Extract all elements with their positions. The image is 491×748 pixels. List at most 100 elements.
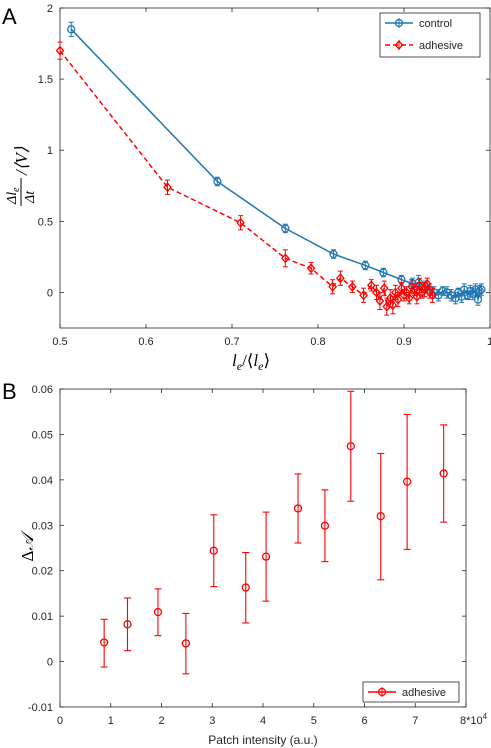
a-ylabel-num: Δl	[5, 192, 20, 205]
data-point	[281, 224, 290, 233]
data-point	[181, 639, 191, 648]
data-point	[428, 290, 437, 301]
b-ytick-label: -0.01	[28, 702, 53, 714]
data-point	[328, 281, 337, 292]
b-ytick-label: 0.02	[32, 566, 53, 578]
panel-b-chart: 0 1 2 3 4 5 6 7 8*104 -0.01 0 0.01 0.02 0.03 0.04 0.05 0…	[18, 384, 488, 747]
data-point	[409, 284, 419, 295]
data-point	[241, 583, 250, 592]
data-point	[412, 291, 422, 302]
panel-b-legend-box	[362, 681, 460, 703]
data-point	[261, 552, 271, 561]
data-point	[475, 286, 484, 296]
series-line	[70, 28, 482, 300]
legend-adhesive-marker	[394, 40, 404, 50]
svg-text:le/⟨le⟩: le/⟨le⟩	[232, 351, 270, 373]
data-point	[388, 300, 398, 311]
a-ytick-label: 2	[47, 3, 53, 15]
legend-b-adhesive-label: adhesive	[402, 687, 446, 699]
b-ytick-label: 0.01	[32, 611, 53, 623]
legend-control-marker	[394, 18, 404, 28]
data-point	[209, 546, 218, 555]
b-ytick-label: 0.04	[32, 475, 53, 487]
data-point	[366, 280, 376, 291]
data-point	[457, 292, 466, 301]
data-point	[397, 283, 406, 294]
a-xlabel-sub2: e	[258, 359, 264, 373]
b-xtick-label: 3	[209, 715, 215, 727]
panel-letter-a: A	[2, 4, 17, 29]
panel-b-axes-box	[59, 388, 467, 708]
a-xlabel-end: ⟩	[263, 351, 270, 370]
data-point	[100, 638, 109, 647]
a-xtick-label: 1	[487, 336, 491, 348]
data-point	[379, 268, 388, 277]
panel-b-ticks: 0 1 2 3 4 5 6 7 8*104 -0.01 0 0.01 0.02 0.03 0.04 0.05 0…	[28, 384, 488, 727]
panel-letter-b: B	[2, 379, 17, 404]
data-point	[163, 182, 172, 193]
data-point	[404, 293, 414, 304]
a-ytick-label: 1	[47, 145, 53, 157]
data-point	[477, 285, 486, 294]
series-adhesive	[55, 41, 437, 316]
panel-a-legend: control adhesive	[379, 12, 481, 58]
svg-text:Δ𝒜: Δ𝒜	[18, 530, 37, 562]
b-xtick-label: 6	[361, 715, 367, 727]
data-point	[372, 287, 381, 298]
a-xlabel-l: l	[232, 351, 237, 370]
data-point	[438, 286, 447, 296]
data-point	[55, 45, 65, 56]
data-point	[293, 504, 303, 513]
legend-b-adhesive-marker	[377, 687, 387, 697]
data-point	[280, 253, 290, 264]
data-point	[391, 287, 400, 298]
a-xlabel-sub: e	[237, 359, 243, 373]
data-point	[473, 295, 483, 304]
data-point	[335, 273, 345, 284]
data-point	[393, 294, 403, 305]
data-point	[359, 290, 368, 301]
svg-text:Δle: Δle	[5, 187, 22, 205]
data-point	[153, 607, 163, 617]
data-point	[415, 280, 424, 291]
a-ylabel-num-sub: e	[11, 187, 22, 192]
a-ytick-label: 1.5	[38, 74, 53, 86]
data-point	[346, 442, 355, 451]
panel-a-ylabel: Δle Δt /⟨V⟩	[5, 146, 38, 206]
b-xtick-label: 2	[158, 715, 164, 727]
panel-b-xlabel: Patch intensity (a.u.)	[208, 733, 317, 747]
a-xtick-label: 0.7	[224, 336, 239, 348]
data-point	[348, 281, 357, 292]
b-xtick-label: 8*104	[460, 712, 488, 727]
panel-b-legend: adhesive	[362, 681, 460, 703]
b-xtick-label: 5	[311, 715, 317, 727]
b-xtick-label: 4	[260, 715, 266, 727]
series-control	[67, 21, 486, 306]
data-point	[471, 285, 480, 294]
a-xlabel-l2: l	[253, 351, 258, 370]
data-point	[213, 177, 222, 186]
legend-control-label: control	[419, 18, 452, 30]
data-point	[320, 521, 330, 530]
a-xtick-label: 0.5	[52, 336, 67, 348]
b-ylabel-delta: Δ	[18, 551, 37, 562]
a-xlabel-mid: /⟨	[242, 351, 253, 370]
data-point	[67, 25, 76, 34]
a-ylabel-den: Δt	[23, 190, 38, 204]
data-point	[439, 469, 448, 478]
a-xtick-label: 0.6	[138, 336, 153, 348]
b-ytick-label: 0.05	[32, 429, 53, 441]
data-point	[361, 261, 370, 270]
a-ytick-label: 0	[47, 287, 53, 299]
legend-adhesive-label: adhesive	[419, 40, 463, 52]
data-point	[306, 263, 316, 274]
panel-a-axes-box	[59, 7, 491, 329]
b-ytick-label: 0.03	[32, 520, 53, 532]
panel-b-ylabel: Δ𝒜	[18, 530, 37, 562]
a-xtick-label: 0.9	[396, 336, 411, 348]
panel-a-chart: 0.5 0.6 0.7 0.8 0.9 1 0 0.5 1 1.5 2 control adhesi…	[5, 3, 491, 373]
data-point	[376, 512, 385, 521]
b-ytick-label: 0.06	[32, 384, 53, 396]
data-point	[422, 278, 432, 289]
